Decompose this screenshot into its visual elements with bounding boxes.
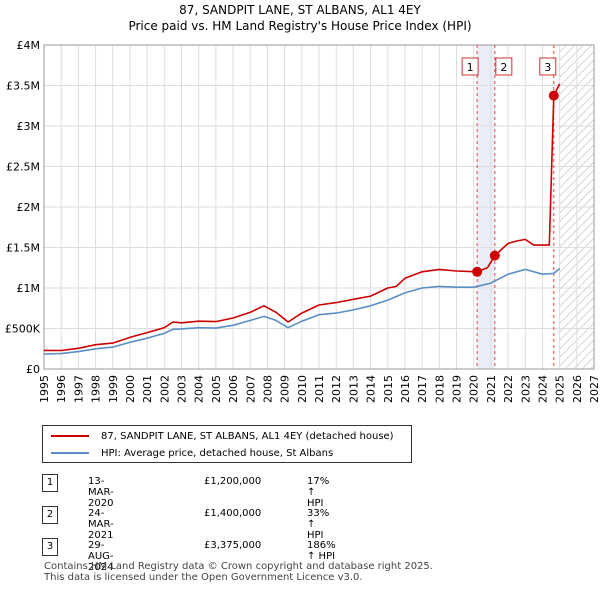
transaction-date: 29-AUG-2024 [88, 540, 114, 573]
sale-label-box [495, 57, 513, 76]
x-tick-label: 2015 [382, 375, 395, 403]
x-tick-label: 2012 [330, 375, 343, 403]
x-tick-label: 2006 [227, 375, 240, 403]
transaction-price: £3,375,000 [204, 540, 262, 551]
footer-copyright: Contains HM Land Registry data © Crown c… [44, 561, 433, 572]
property-price-line [43, 83, 561, 352]
footer-licence: This data is licensed under the Open Gov… [44, 572, 363, 583]
sale-marker [472, 266, 483, 277]
x-tick-label: 2011 [313, 375, 326, 403]
x-tick-label: 2003 [176, 375, 189, 403]
hpi-line [43, 267, 561, 355]
transaction-price: £1,200,000 [204, 476, 262, 487]
legend-item-hpi: HPI: Average price, detached house, St A… [51, 445, 333, 461]
x-tick-label: 2008 [261, 375, 274, 403]
transaction-hpi: 186% ↑ HPI [307, 540, 336, 562]
x-tick-label: 1997 [72, 375, 85, 403]
x-tick-label: 2021 [485, 375, 498, 403]
transaction-date: 24-MAR-2021 [88, 508, 114, 541]
x-tick-label: 2002 [158, 375, 171, 403]
x-tick-label: 2014 [365, 375, 378, 403]
y-tick-label: £3.5M [6, 80, 40, 93]
x-tick-label: 2005 [210, 375, 223, 403]
transaction-number: 3 [42, 538, 58, 556]
x-tick-label: 1998 [90, 375, 103, 403]
sale-label-box [461, 57, 479, 76]
x-tick-label: 2007 [244, 375, 257, 403]
x-tick-label: 2016 [399, 375, 412, 403]
transaction-number: 2 [42, 506, 58, 524]
grid [43, 44, 595, 370]
sale-marker [489, 250, 500, 261]
axis-labels: £0 £500K £1M £1.5M £2M £2.5M £3M £3.5M £4M 1995 19… [5, 39, 600, 403]
legend-item-property: 87, SANDPIT LANE, ST ALBANS, AL1 4EY (de… [51, 428, 394, 444]
plot-border [43, 44, 595, 370]
x-tick-label: 2023 [519, 375, 532, 403]
x-tick-label: 2024 [536, 375, 549, 403]
x-tick-label: 1996 [55, 375, 68, 403]
x-tick-label: 2027 [588, 375, 600, 403]
transaction-hpi: 17% ↑ HPI [307, 476, 330, 509]
x-tick-label: 2013 [347, 375, 360, 403]
legend: 87, SANDPIT LANE, ST ALBANS, AL1 4EY (de… [42, 425, 412, 463]
y-tick-label: £2.5M [6, 161, 40, 174]
x-tick-label: 2004 [193, 375, 206, 403]
series-layer [43, 83, 561, 355]
sale-marker [548, 90, 559, 101]
sale-label: 1 [467, 61, 474, 74]
legend-hpi-label: HPI: Average price, detached house, St A… [101, 447, 334, 459]
y-tick-label: £3M [17, 120, 41, 133]
x-tick-label: 2017 [416, 375, 429, 403]
x-tick-label: 2000 [124, 375, 137, 403]
x-tick-label: 2020 [468, 375, 481, 403]
transaction-date: 13-MAR-2020 [88, 476, 114, 509]
legend-hpi-swatch [51, 452, 89, 454]
transaction-number: 1 [42, 474, 58, 492]
x-tick-label: 1999 [107, 375, 120, 403]
transaction-price: £1,400,000 [204, 508, 262, 519]
price-chart: 1 2 3 £0 £500K £1M £1.5M £2M £2.5M £3M £3.5M £4M 19… [5, 39, 600, 403]
y-tick-label: £4M [17, 39, 41, 52]
chart-subtitle: Price paid vs. HM Land Registry's House … [128, 19, 472, 33]
x-tick-label: 2025 [554, 375, 567, 403]
x-tick-label: 2022 [502, 375, 515, 403]
sale-label-box [539, 57, 557, 76]
legend-property-swatch [51, 435, 89, 437]
y-tick-label: £1.5M [6, 242, 40, 255]
chart-title: 87, SANDPIT LANE, ST ALBANS, AL1 4EY [179, 3, 421, 17]
y-tick-label: £2M [17, 201, 41, 214]
x-tick-label: 1995 [38, 375, 51, 403]
x-tick-label: 2026 [571, 375, 584, 403]
x-tick-label: 2019 [451, 375, 464, 403]
y-tick-label: £500K [5, 323, 41, 336]
y-tick-label: £1M [17, 282, 41, 295]
transaction-hpi: 33% ↑ HPI [307, 508, 330, 541]
y-tick-label: £0 [26, 363, 40, 376]
sale-label: 3 [544, 61, 551, 74]
sale-markers: 1 2 3 [461, 57, 559, 277]
x-tick-label: 2018 [433, 375, 446, 403]
x-tick-label: 2010 [296, 375, 309, 403]
legend-property-label: 87, SANDPIT LANE, ST ALBANS, AL1 4EY (de… [101, 430, 394, 442]
x-tick-label: 2009 [279, 375, 292, 403]
x-tick-label: 2001 [141, 375, 154, 403]
sale-label: 2 [500, 61, 507, 74]
